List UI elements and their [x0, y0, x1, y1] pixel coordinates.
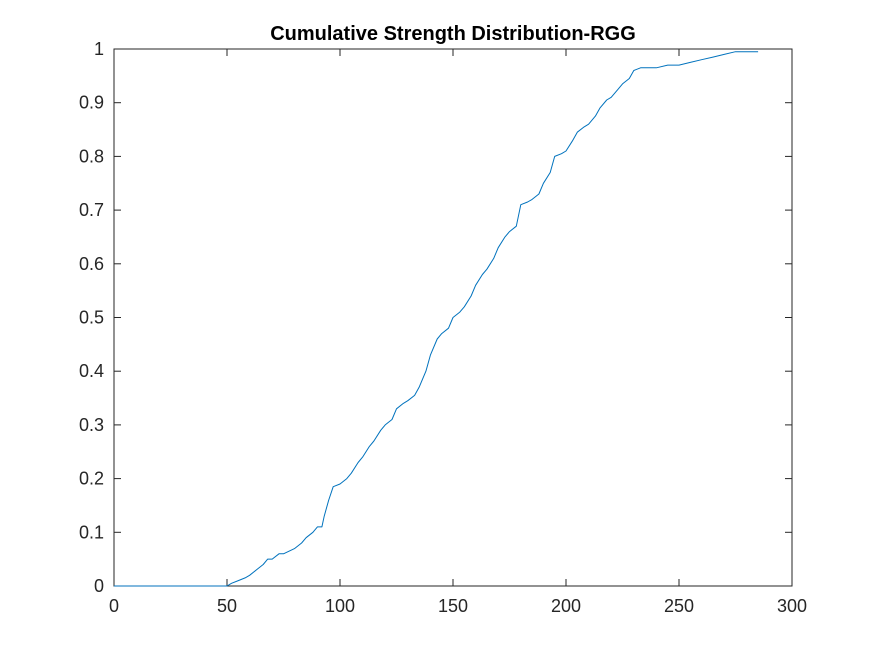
y-tick-label: 0.3: [79, 415, 104, 435]
x-tick-label: 300: [777, 596, 807, 616]
y-tick-label: 0.4: [79, 361, 104, 381]
x-tick-label: 100: [325, 596, 355, 616]
y-tick-label: 0.7: [79, 200, 104, 220]
y-tick-label: 0.8: [79, 146, 104, 166]
y-tick-label: 0.9: [79, 93, 104, 113]
y-tick-label: 0.2: [79, 469, 104, 489]
x-tick-label: 50: [217, 596, 237, 616]
chart-title: Cumulative Strength Distribution-RGG: [270, 23, 636, 45]
x-tick-label: 150: [438, 596, 468, 616]
plot-area: 0 50 100 150 200 250 300 0 0.1 0.2 0.3 0.4 0.5 0.6 0.7…: [79, 39, 807, 616]
x-tick-label: 200: [551, 596, 581, 616]
series-line: [114, 51, 759, 587]
y-tick-label: 0.6: [79, 254, 104, 274]
x-tick-label: 0: [109, 596, 119, 616]
y-tick-label: 1: [94, 39, 104, 59]
y-tick-label: 0.5: [79, 308, 104, 328]
y-tick-label: 0: [94, 576, 104, 596]
x-tick-label: 250: [664, 596, 694, 616]
y-tick-label: 0.1: [79, 522, 104, 542]
